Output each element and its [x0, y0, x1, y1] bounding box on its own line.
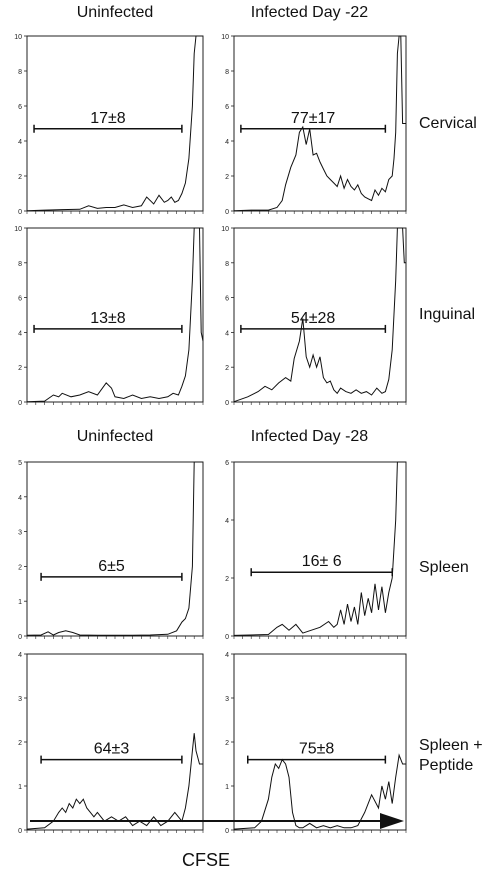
- cervical-uninfected-gate-label: 17±8: [90, 110, 126, 127]
- row-label-cervical: Cervical: [419, 115, 477, 132]
- spleen-uninfected-gate-label: 6±5: [98, 558, 125, 575]
- spleen-peptide-infected-ytick-label: 2: [225, 740, 229, 747]
- inguinal-infected-gate-label: 54±28: [291, 310, 335, 327]
- row-label-spleen: Spleen: [419, 559, 469, 576]
- spleen-peptide-infected-ytick-label: 4: [225, 652, 229, 659]
- spleen-infected-frame: [233, 461, 407, 637]
- spleen-uninfected-ytick-label: 3: [18, 530, 22, 537]
- cervical-infected-ytick-label: 8: [225, 69, 229, 76]
- spleen-uninfected-ytick-label: 1: [18, 599, 22, 606]
- inguinal-uninfected-histogram-line: [26, 227, 204, 403]
- spleen-infected-ytick-label: 4: [225, 518, 229, 525]
- spleen-uninfected-frame: [26, 461, 204, 637]
- spleen-peptide-uninfected-ytick-label: 3: [18, 696, 22, 703]
- spleen-peptide-infected-ytick-label: 0: [225, 828, 229, 835]
- spleen-uninfected-histogram-line: [26, 461, 203, 636]
- inguinal-uninfected-gate-label: 13±8: [90, 310, 126, 327]
- spleen-infected-ytick-label: 2: [225, 576, 229, 583]
- cervical-infected-ytick-label: 2: [225, 174, 229, 181]
- spleen-infected-gate-label: 16± 6: [302, 553, 342, 570]
- inguinal-infected-ytick-label: 4: [225, 330, 229, 337]
- cervical-uninfected-ytick-label: 4: [18, 139, 22, 146]
- x-axis-label: CFSE: [182, 850, 231, 870]
- header-uninfected-top: Uninfected: [76, 4, 154, 21]
- cervical-uninfected-ytick-label: 10: [14, 34, 22, 41]
- spleen-peptide-uninfected-ytick-label: 2: [18, 740, 22, 747]
- inguinal-uninfected-ytick-label: 10: [14, 226, 22, 233]
- row-label-inguinal: Inguinal: [419, 306, 476, 323]
- inguinal-infected-ytick-label: 2: [225, 365, 229, 372]
- cervical-uninfected-ytick-label: 8: [18, 69, 22, 76]
- cervical-infected-histogram-line: [233, 35, 406, 212]
- spleen-peptide-infected-gate-label: 75±8: [299, 741, 335, 758]
- spleen-peptide-uninfected-histogram-line: [26, 733, 203, 830]
- spleen-infected-histogram-line: [233, 461, 406, 636]
- spleen-infected-ytick-label: 6: [225, 460, 229, 467]
- row-label-spleen-peptide-2: Peptide: [419, 757, 474, 774]
- spleen-uninfected-ytick-label: 5: [18, 460, 22, 467]
- spleen-uninfected-ytick-label: 0: [18, 634, 22, 641]
- spleen-infected-ytick-label: 0: [225, 634, 229, 641]
- spleen-peptide-uninfected-gate-label: 64±3: [94, 741, 130, 758]
- inguinal-infected-ytick-label: 6: [225, 296, 229, 303]
- cervical-infected-ytick-label: 0: [225, 209, 229, 216]
- header-infected-day-28: Infected Day -28: [250, 428, 369, 445]
- inguinal-infected-ytick-label: 10: [221, 226, 229, 233]
- cervical-infected-ytick-label: 4: [225, 139, 229, 146]
- inguinal-uninfected-ytick-label: 0: [18, 400, 22, 407]
- spleen-peptide-infected-ytick-label: 3: [225, 696, 229, 703]
- inguinal-infected-ytick-label: 0: [225, 400, 229, 407]
- inguinal-uninfected-ytick-label: 8: [18, 261, 22, 268]
- cervical-infected-gate-label: 77±17: [291, 110, 335, 127]
- inguinal-uninfected-ytick-label: 2: [18, 365, 22, 372]
- inguinal-infected-histogram-line: [233, 227, 406, 403]
- spleen-peptide-uninfected-ytick-label: 0: [18, 828, 22, 835]
- inguinal-infected-ytick-label: 8: [225, 261, 229, 268]
- spleen-uninfected-ytick-label: 2: [18, 564, 22, 571]
- header-infected-day-22: Infected Day -22: [250, 4, 369, 21]
- inguinal-uninfected-ytick-label: 4: [18, 330, 22, 337]
- spleen-peptide-uninfected-ytick-label: 1: [18, 784, 22, 791]
- cervical-uninfected-histogram-line: [26, 35, 203, 212]
- cervical-infected-ytick-label: 6: [225, 104, 229, 111]
- header-uninfected-bottom: Uninfected: [76, 428, 154, 445]
- row-label-spleen-peptide-1: Spleen +: [419, 737, 483, 754]
- spleen-peptide-infected-histogram-line: [233, 753, 406, 830]
- cervical-infected-ytick-label: 10: [221, 34, 229, 41]
- spleen-uninfected-ytick-label: 4: [18, 495, 22, 502]
- cervical-uninfected-ytick-label: 2: [18, 174, 22, 181]
- cfse-arrow-head: [380, 813, 404, 829]
- spleen-peptide-infected-ytick-label: 1: [225, 784, 229, 791]
- cervical-uninfected-ytick-label: 0: [18, 209, 22, 216]
- cervical-uninfected-ytick-label: 6: [18, 104, 22, 111]
- inguinal-uninfected-ytick-label: 6: [18, 296, 22, 303]
- spleen-peptide-uninfected-ytick-label: 4: [18, 652, 22, 659]
